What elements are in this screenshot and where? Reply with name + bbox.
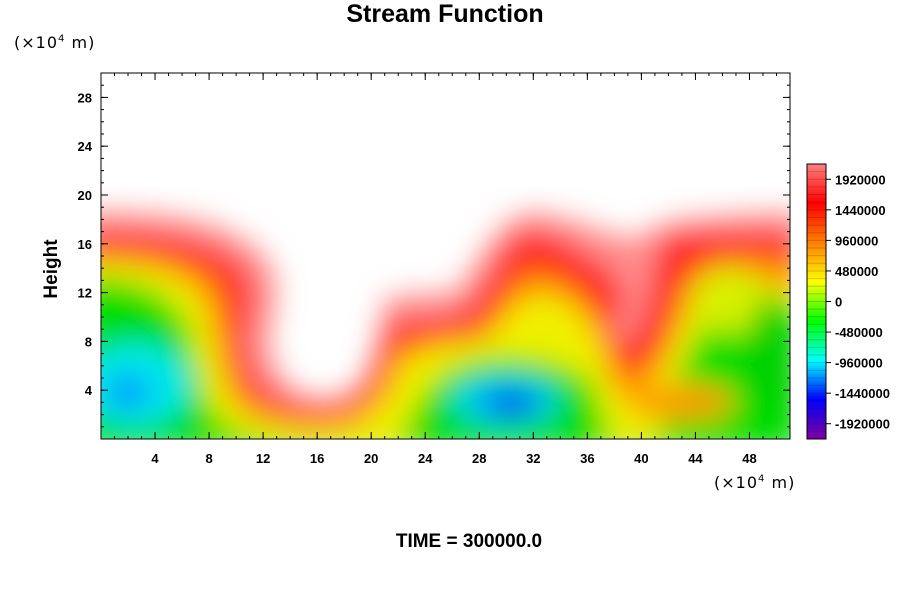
- colorbar: [807, 164, 826, 439]
- x-tick-label: 20: [364, 451, 378, 466]
- x-tick-label: 24: [418, 451, 433, 466]
- x-tick-label: 12: [256, 451, 270, 466]
- field-yellow-band: [101, 262, 790, 439]
- colorbar-bands: [807, 171, 826, 432]
- x-tick-label: 40: [634, 451, 648, 466]
- y-tick-label: 16: [78, 237, 92, 252]
- field-left-blue: [104, 374, 152, 410]
- x-tick-label: 28: [472, 451, 486, 466]
- colorbar-tick-label: 960000: [835, 233, 878, 248]
- x-axis-unit: (×104 m): [714, 473, 796, 492]
- y-tick-label: 8: [85, 334, 92, 349]
- x-tick-label: 48: [742, 451, 756, 466]
- time-caption: TIME = 300000.0: [395, 531, 543, 552]
- y-tick-label: 28: [78, 90, 92, 105]
- x-tick-label: 36: [580, 451, 594, 466]
- field-right-green: [748, 295, 790, 415]
- colorbar-tick-label: 1920000: [835, 172, 886, 187]
- field-pink-core: [614, 313, 638, 341]
- x-tick-label: 8: [205, 451, 212, 466]
- colorbar-tick-label: 1440000: [835, 203, 886, 218]
- y-tick-label: 24: [78, 139, 93, 154]
- field-center-navy: [501, 397, 529, 411]
- field-orange-blob: [625, 384, 735, 420]
- field-orange-band: [101, 252, 790, 439]
- x-tick-label: 32: [526, 451, 540, 466]
- colorbar-tick-label: 0: [835, 295, 842, 310]
- y-tick-label: 20: [78, 188, 92, 203]
- x-tick-label: 4: [151, 451, 159, 466]
- y-tick-label: 12: [78, 286, 92, 301]
- y-tick-label: 4: [85, 383, 93, 398]
- contour-field: [101, 73, 790, 439]
- colorbar-labels: 1920000 1440000 960000 480000 0 -480000 -96000…: [826, 172, 890, 432]
- colorbar-tick-label: -1440000: [835, 386, 890, 401]
- chart-title: Stream Function: [346, 0, 544, 28]
- x-tick-label: 44: [688, 451, 703, 466]
- field-green-region: [101, 277, 790, 439]
- y-axis-unit: (×104 m): [14, 33, 96, 52]
- colorbar-tick-label: 480000: [835, 264, 878, 279]
- colorbar-tick-label: -480000: [835, 325, 883, 340]
- x-tick-label: 16: [310, 451, 324, 466]
- colorbar-tick-label: -1920000: [835, 417, 890, 432]
- colorbar-tick-label: -960000: [835, 356, 883, 371]
- field-right-yellow: [690, 268, 770, 332]
